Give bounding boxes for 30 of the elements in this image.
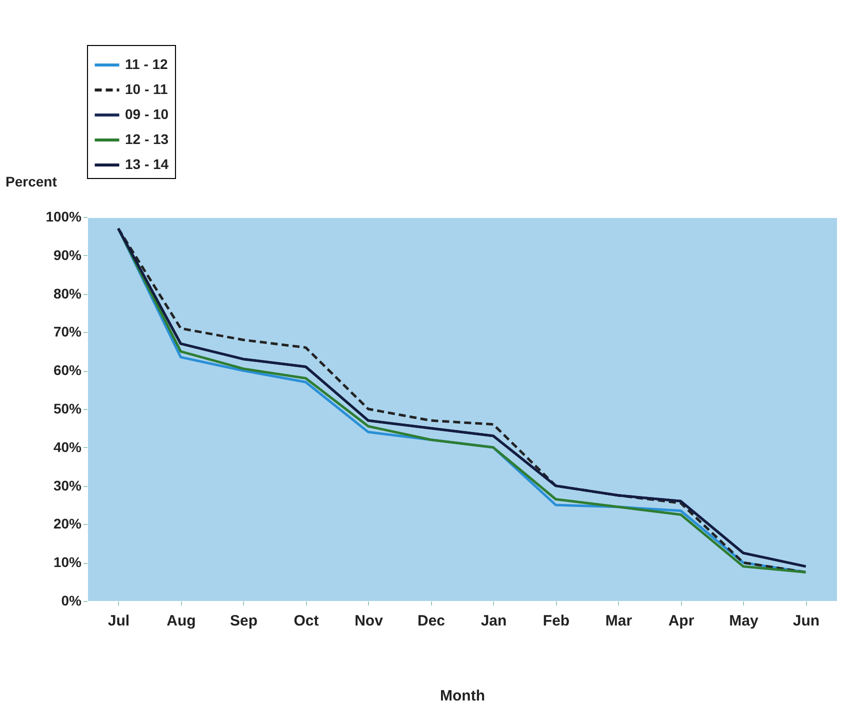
y-tick-label: 10% (53, 554, 82, 570)
x-tick-label: Sep (230, 612, 258, 630)
y-tick-label: 0% (61, 592, 82, 608)
x-tick-label: Aug (166, 612, 196, 630)
legend-label: 13 - 14 (125, 156, 169, 172)
legend-label: 11 - 12 (125, 56, 168, 72)
y-tick-label: 40% (53, 438, 82, 455)
x-tick-label: Dec (417, 612, 446, 630)
y-axis-title: Percent (6, 174, 58, 190)
y-tick-label: 80% (53, 285, 82, 302)
x-tick-label: Nov (354, 612, 384, 630)
x-tick-label: Oct (294, 612, 319, 630)
y-tick-label: 70% (53, 324, 82, 340)
y-tick-label: 100% (46, 208, 82, 224)
x-axis-title: Month (440, 688, 485, 704)
y-tick-label: 90% (53, 246, 82, 263)
x-tick-label: Jun (792, 612, 820, 630)
legend-label: 09 - 10 (125, 106, 169, 122)
x-tick-label: Mar (605, 612, 632, 630)
y-tick-label: 50% (53, 400, 82, 416)
y-tick-label: 60% (53, 362, 82, 378)
x-tick-label: Feb (542, 612, 570, 630)
x-tick-label: Jul (108, 612, 130, 630)
legend-label: 12 - 13 (125, 131, 169, 147)
x-tick-label: Jan (480, 612, 507, 630)
x-tick-label: Apr (668, 612, 694, 630)
y-tick-label: 30% (53, 477, 82, 494)
legend-label: 10 - 11 (125, 81, 168, 97)
x-tick-label: May (729, 612, 759, 630)
y-tick-label: 20% (53, 516, 82, 532)
